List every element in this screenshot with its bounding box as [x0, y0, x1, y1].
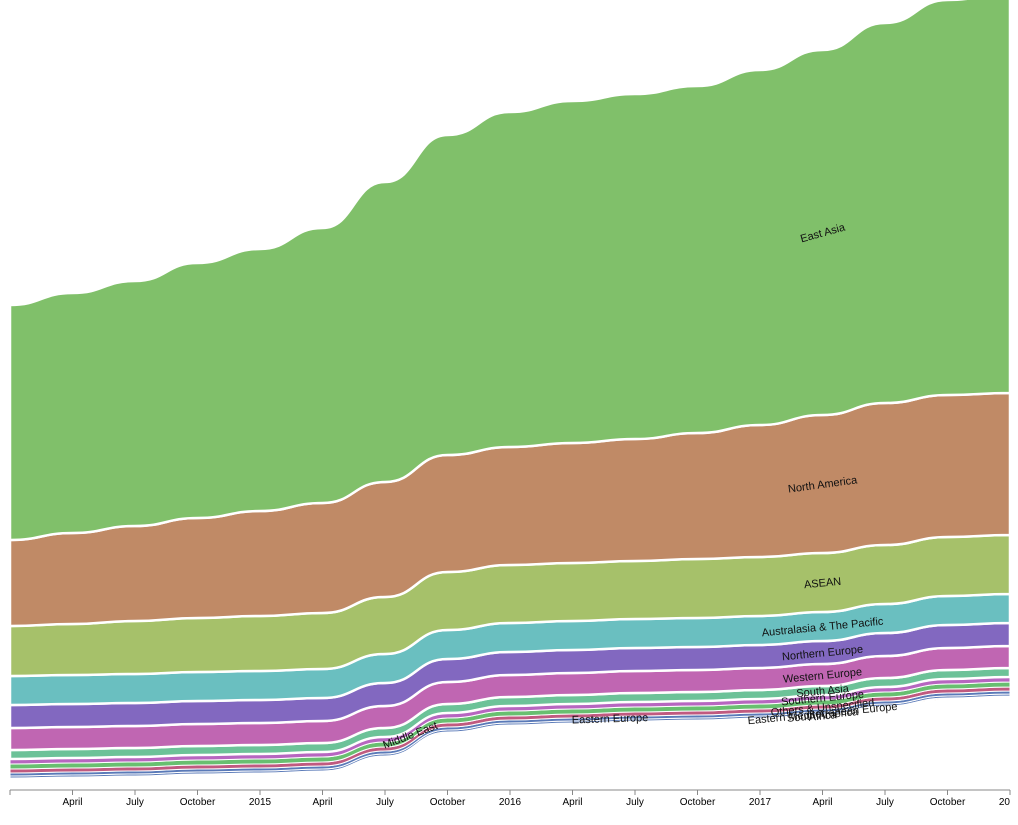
- x-tick-label: October: [680, 797, 716, 808]
- x-tick-label: July: [626, 797, 644, 808]
- x-tick-label: April: [812, 797, 832, 808]
- x-tick-label: April: [312, 797, 332, 808]
- x-tick-label: October: [930, 797, 966, 808]
- x-tick-label: October: [180, 797, 216, 808]
- x-tick-label: 20: [999, 797, 1011, 808]
- label-asean: ASEAN: [803, 576, 841, 592]
- x-tick-label: 2016: [499, 797, 522, 808]
- label-eastern-europe: Eastern Europe: [572, 712, 649, 726]
- label-south-asia: South Asia: [796, 683, 850, 700]
- x-tick-label: October: [430, 797, 466, 808]
- x-tick-label: 2017: [749, 797, 772, 808]
- x-tick-label: 2015: [249, 797, 272, 808]
- x-tick-label: July: [376, 797, 394, 808]
- x-tick-label: April: [62, 797, 82, 808]
- x-tick-label: July: [126, 797, 144, 808]
- x-tick-label: April: [562, 797, 582, 808]
- stream-layers: [8, 0, 1012, 781]
- stream-east-asia: [8, 0, 1012, 542]
- x-tick-label: July: [876, 797, 894, 808]
- x-axis: April July October 2015 April July October 2016…: [9, 789, 1011, 808]
- label-africa: Africa: [808, 709, 838, 724]
